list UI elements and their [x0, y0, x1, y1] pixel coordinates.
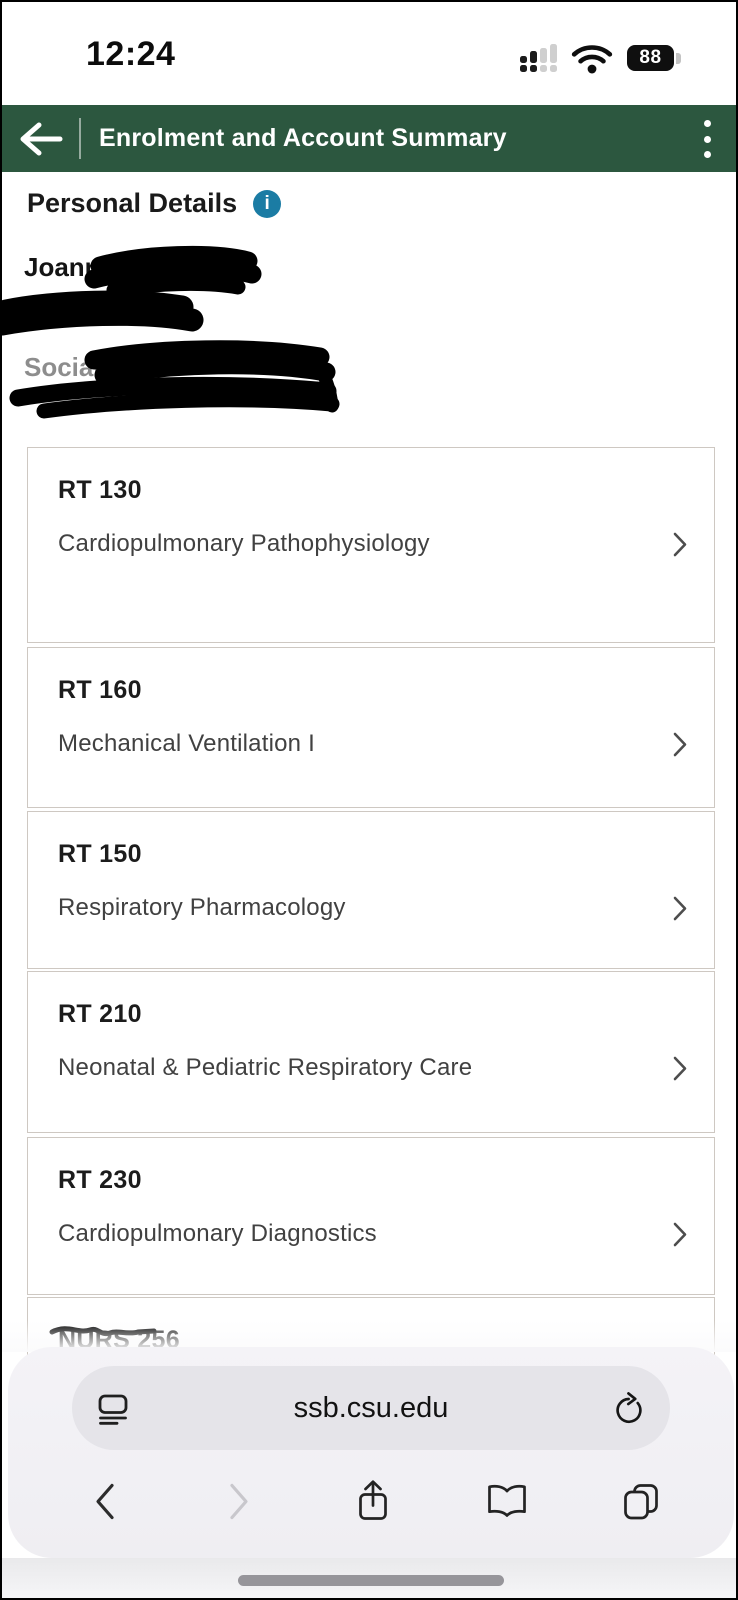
header-divider	[79, 118, 81, 159]
personal-details-heading: Personal Details	[27, 188, 238, 218]
address-bar[interactable]: ssb.csu.edu	[72, 1366, 670, 1450]
course-card[interactable]: RT 160 Mechanical Ventilation I	[27, 647, 715, 808]
wifi-icon	[571, 44, 613, 73]
url-text[interactable]: ssb.csu.edu	[293, 1391, 449, 1424]
reader-page-icon[interactable]	[96, 1392, 130, 1425]
status-time: 12:24	[86, 35, 176, 73]
tabs-button[interactable]	[620, 1481, 662, 1526]
battery-icon: 88	[627, 45, 681, 71]
bookmarks-button[interactable]	[484, 1482, 530, 1525]
course-title: Neonatal & Pediatric Respiratory Care	[58, 1054, 473, 1081]
share-button[interactable]	[354, 1479, 392, 1528]
course-title: Cardiopulmonary Pathophysiology	[58, 530, 430, 557]
status-icons: 88	[520, 43, 681, 73]
course-code: RT 210	[58, 1000, 142, 1028]
back-button[interactable]	[94, 1483, 116, 1524]
page-title: Enrolment and Account Summary	[99, 124, 507, 152]
battery-nub	[676, 52, 681, 64]
course-card[interactable]: RT 230 Cardiopulmonary Diagnostics	[27, 1137, 715, 1295]
browser-toolbar	[8, 1463, 734, 1543]
course-title: Respiratory Pharmacology	[58, 894, 346, 921]
chevron-right-icon	[673, 532, 687, 556]
browser-bottom-bar: ssb.csu.edu	[8, 1347, 734, 1558]
app-header: Enrolment and Account Summary	[2, 105, 736, 172]
course-card[interactable]: RT 130 Cardiopulmonary Pathophysiology	[27, 447, 715, 643]
course-code: RT 160	[58, 676, 142, 704]
chevron-right-icon	[673, 732, 687, 756]
battery-percent: 88	[627, 45, 674, 71]
cellular-signal-icon	[520, 44, 557, 72]
home-indicator[interactable]	[238, 1575, 504, 1586]
chevron-right-icon	[673, 1222, 687, 1246]
course-code: RT 130	[58, 476, 142, 504]
course-code: RT 230	[58, 1166, 142, 1194]
back-arrow-icon[interactable]	[15, 119, 65, 159]
ssn-label: Social	[24, 352, 101, 382]
reload-icon[interactable]	[612, 1390, 646, 1426]
course-card[interactable]: RT 210 Neonatal & Pediatric Respiratory …	[27, 971, 715, 1133]
student-name: Joanna	[24, 252, 116, 282]
chevron-right-icon	[673, 896, 687, 920]
course-card[interactable]: RT 150 Respiratory Pharmacology	[27, 811, 715, 969]
course-title: Cardiopulmonary Diagnostics	[58, 1220, 377, 1247]
chevron-right-icon	[673, 1056, 687, 1080]
course-code: RT 150	[58, 840, 142, 868]
course-title: Mechanical Ventilation I	[58, 730, 315, 757]
forward-button[interactable]	[228, 1483, 250, 1524]
info-icon[interactable]: i	[253, 189, 282, 218]
overflow-menu-icon[interactable]	[703, 120, 711, 158]
